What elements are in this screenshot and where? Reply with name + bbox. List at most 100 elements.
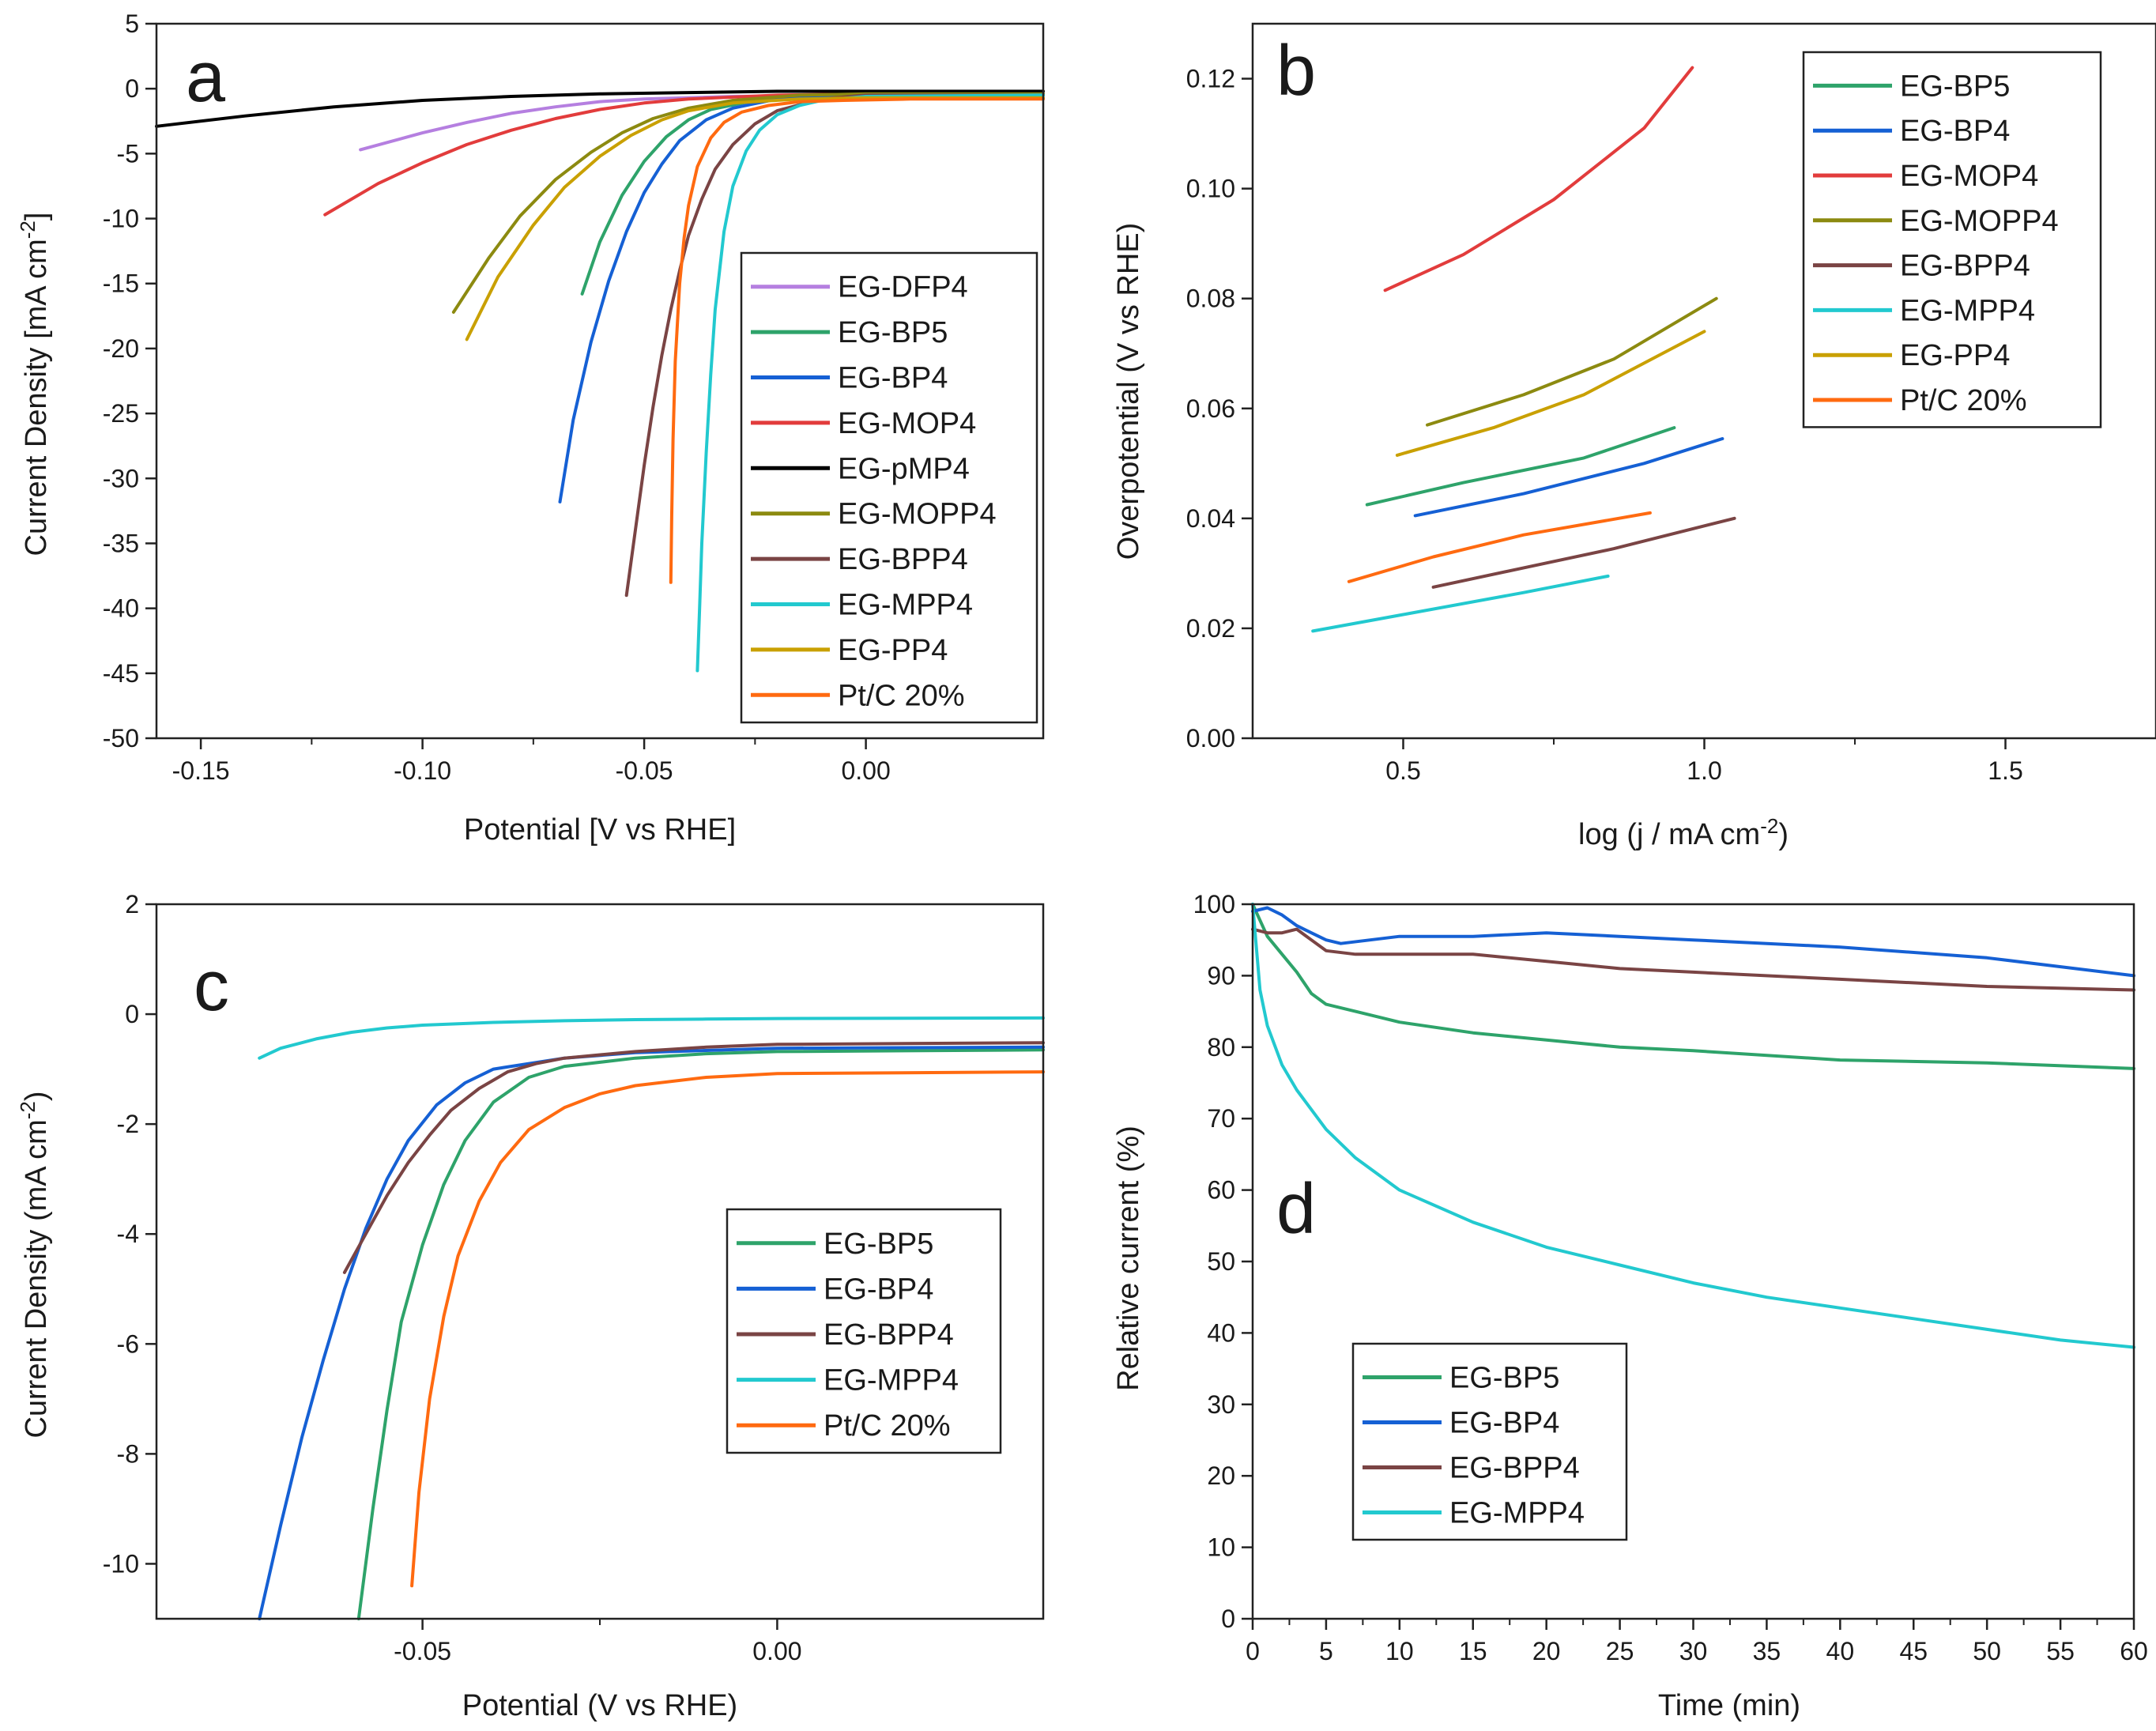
panel-d-xtick-label: 35 bbox=[1753, 1637, 1781, 1665]
panel-a-xtick-label: 0.00 bbox=[841, 756, 890, 785]
panel-a: -0.15 -0.10 -0.05 0.00 5 0 -5 -10 -15 -20 -25 -30 -3… bbox=[16, 9, 1045, 847]
panel-a-series-group bbox=[155, 89, 1045, 673]
panel-c-legend-label: EG-BPP4 bbox=[824, 1318, 954, 1352]
panel-a-ytick-label: -20 bbox=[103, 334, 139, 363]
panel-c-xlabel: Potential (V vs RHE) bbox=[462, 1689, 737, 1722]
panel-d-legend-label: EG-BP5 bbox=[1449, 1362, 1559, 1395]
panel-b-series-eg-mpp4 bbox=[1311, 574, 1610, 633]
panel-a-ytick-label: -30 bbox=[103, 464, 139, 492]
panel-d-xtick-label: 60 bbox=[2120, 1637, 2148, 1665]
panel-b-ytick-label: 0.12 bbox=[1186, 65, 1235, 93]
panel-c: -0.05 0.00 2 0 -2 -4 -6 -8 -10 c Potential (V vs… bbox=[16, 890, 1045, 1722]
panel-b: 0.5 1.0 1.50.000.020.040.060.080.100.12 b … bbox=[1112, 22, 2156, 851]
panel-d-xtick-label: 0 bbox=[1246, 1637, 1260, 1665]
panel-d-ytick-label: 40 bbox=[1207, 1318, 1235, 1347]
panel-c-xtick-label: 0.00 bbox=[752, 1637, 801, 1665]
panel-d-xtick-label: 50 bbox=[1973, 1637, 2001, 1665]
panel-d-legend: EG-BP5 EG-BP4 EG-BPP4 EG-MPP4 bbox=[1351, 1342, 1628, 1541]
panel-a-series-eg-mopp4 bbox=[451, 92, 1045, 314]
panel-b-ytick-label: 0.08 bbox=[1186, 285, 1235, 313]
panel-a-xlabel: Potential [V vs RHE] bbox=[464, 813, 736, 847]
panel-c-legend-label: Pt/C 20% bbox=[824, 1409, 951, 1442]
panel-d-series-eg-bp5 bbox=[1251, 903, 2135, 1070]
panel-c-ytick-label: 2 bbox=[125, 890, 139, 918]
panel-c-ylabel: Current Density (mA cm-2) bbox=[16, 1091, 53, 1438]
panel-c-ytick-label: -2 bbox=[117, 1110, 139, 1138]
panel-a-series-pt-c-20 bbox=[669, 97, 1045, 584]
panel-a-legend-label: EG-DFP4 bbox=[838, 271, 968, 304]
panel-a-legend-label: EG-pMP4 bbox=[838, 452, 970, 485]
panel-b-ytick-label: 0.06 bbox=[1186, 394, 1235, 423]
panel-b-legend-label: EG-BP4 bbox=[1900, 115, 2010, 148]
panel-d-xtick-label: 5 bbox=[1319, 1637, 1333, 1665]
panel-d-legend-label: EG-BPP4 bbox=[1449, 1452, 1580, 1485]
panel-b-ytick-label: 0.02 bbox=[1186, 614, 1235, 643]
panel-d-xlabel: Time (min) bbox=[1658, 1689, 1800, 1722]
panel-b-series-eg-mopp4 bbox=[1426, 296, 1718, 427]
panel-b-legend-label: EG-BP5 bbox=[1900, 70, 2010, 103]
panel-d-letter: d bbox=[1276, 1170, 1316, 1249]
panel-c-legend-label: EG-BP5 bbox=[824, 1228, 933, 1261]
panel-b-series-eg-bp4 bbox=[1413, 437, 1724, 518]
panel-d-legend-label: EG-BP4 bbox=[1449, 1407, 1559, 1440]
panel-c-ytick-label: -4 bbox=[117, 1220, 139, 1248]
panel-b-series-pt-c-20 bbox=[1347, 511, 1652, 583]
panel-a-series-eg-pmp4 bbox=[155, 89, 1045, 128]
panel-c-legend-label: EG-BP4 bbox=[824, 1273, 933, 1306]
panel-b-legend-label: EG-BPP4 bbox=[1900, 250, 2030, 283]
panel-c-xtick-label: -0.05 bbox=[394, 1637, 451, 1665]
panel-b-ytick-label: 0.10 bbox=[1186, 175, 1235, 203]
panel-a-legend-label: EG-BPP4 bbox=[838, 543, 968, 576]
panel-a-letter: a bbox=[186, 38, 226, 117]
panel-c-series-group bbox=[258, 1016, 1045, 1620]
panel-a-legend-label: EG-MPP4 bbox=[838, 589, 973, 622]
panel-b-series-group bbox=[1311, 66, 1736, 633]
panel-d-ytick-label: 60 bbox=[1207, 1176, 1235, 1205]
panel-a-ytick-label: 5 bbox=[125, 9, 139, 38]
panel-b-letter: b bbox=[1276, 32, 1316, 111]
panel-c-legend-label: EG-MPP4 bbox=[824, 1364, 959, 1397]
panel-d-series-group bbox=[1251, 903, 2135, 1349]
panel-d: 0 5 10 15 20 25 30 35 40 45 50 55 60 0 10 20 30 40 50 60 70 8… bbox=[1112, 890, 2148, 1722]
panel-c-series-eg-mpp4 bbox=[258, 1016, 1045, 1060]
panel-d-xtick-label: 20 bbox=[1532, 1637, 1561, 1665]
panel-b-legend-label: EG-PP4 bbox=[1900, 339, 2010, 372]
panel-d-xtick-label: 30 bbox=[1679, 1637, 1708, 1665]
panel-c-legend: EG-BP5 EG-BP4 EG-BPP4 EG-MPP4 Pt/C 20% bbox=[726, 1208, 1002, 1454]
panel-a-ytick-label: -25 bbox=[103, 399, 139, 428]
panel-d-ylabel: Relative current (%) bbox=[1112, 1126, 1145, 1391]
panel-b-legend-label: Pt/C 20% bbox=[1900, 384, 2027, 417]
panel-c-series-pt-c-20 bbox=[410, 1070, 1045, 1588]
panel-a-xtick-label: -0.10 bbox=[394, 756, 451, 785]
panel-c-legend-box bbox=[726, 1208, 1002, 1454]
panel-d-ytick-label: 100 bbox=[1193, 890, 1235, 918]
panel-a-legend-label: EG-BP4 bbox=[838, 362, 948, 395]
panel-d-ytick-label: 90 bbox=[1207, 961, 1235, 990]
panel-a-frame bbox=[155, 22, 1045, 740]
panel-d-xtick-label: 55 bbox=[2046, 1637, 2075, 1665]
panel-b-legend-label: EG-MPP4 bbox=[1900, 294, 2035, 327]
panel-d-series-eg-mpp4 bbox=[1251, 903, 2135, 1349]
panel-d-xtick-label: 45 bbox=[1899, 1637, 1928, 1665]
panel-d-xtick-label: 10 bbox=[1385, 1637, 1414, 1665]
panel-b-ylabel: Overpotential (V vs RHE) bbox=[1112, 223, 1145, 560]
panel-c-ytick-label: 0 bbox=[125, 1000, 139, 1028]
panel-a-ylabel: Current Density [mA cm-2] bbox=[16, 213, 53, 556]
panel-b-ytick-label: 0.00 bbox=[1186, 724, 1235, 752]
panel-c-series-eg-bp5 bbox=[356, 1048, 1045, 1620]
panel-a-ytick-label: -35 bbox=[103, 529, 139, 557]
panel-d-ytick-label: 80 bbox=[1207, 1033, 1235, 1062]
panel-a-ytick-label: 0 bbox=[125, 74, 139, 103]
panel-b-series-eg-pp4 bbox=[1395, 330, 1706, 457]
panel-b-legend-label: EG-MOPP4 bbox=[1900, 205, 2059, 238]
panel-c-ytick-label: -6 bbox=[117, 1329, 139, 1358]
panel-b-series-eg-bpp4 bbox=[1431, 516, 1736, 589]
panel-c-series-eg-bpp4 bbox=[342, 1041, 1045, 1274]
panel-a-ytick-label: -50 bbox=[103, 724, 139, 752]
panel-d-ytick-label: 10 bbox=[1207, 1533, 1235, 1562]
panel-b-legend-label: EG-MOP4 bbox=[1900, 160, 2038, 193]
panel-a-ytick-label: -40 bbox=[103, 594, 139, 623]
panel-a-legend: EG-DFP4 EG-BP5 EG-BP4 EG-MOP4 EG-pMP4 EG-MOPP… bbox=[740, 251, 1038, 724]
panel-a-legend-label: EG-BP5 bbox=[838, 316, 948, 349]
